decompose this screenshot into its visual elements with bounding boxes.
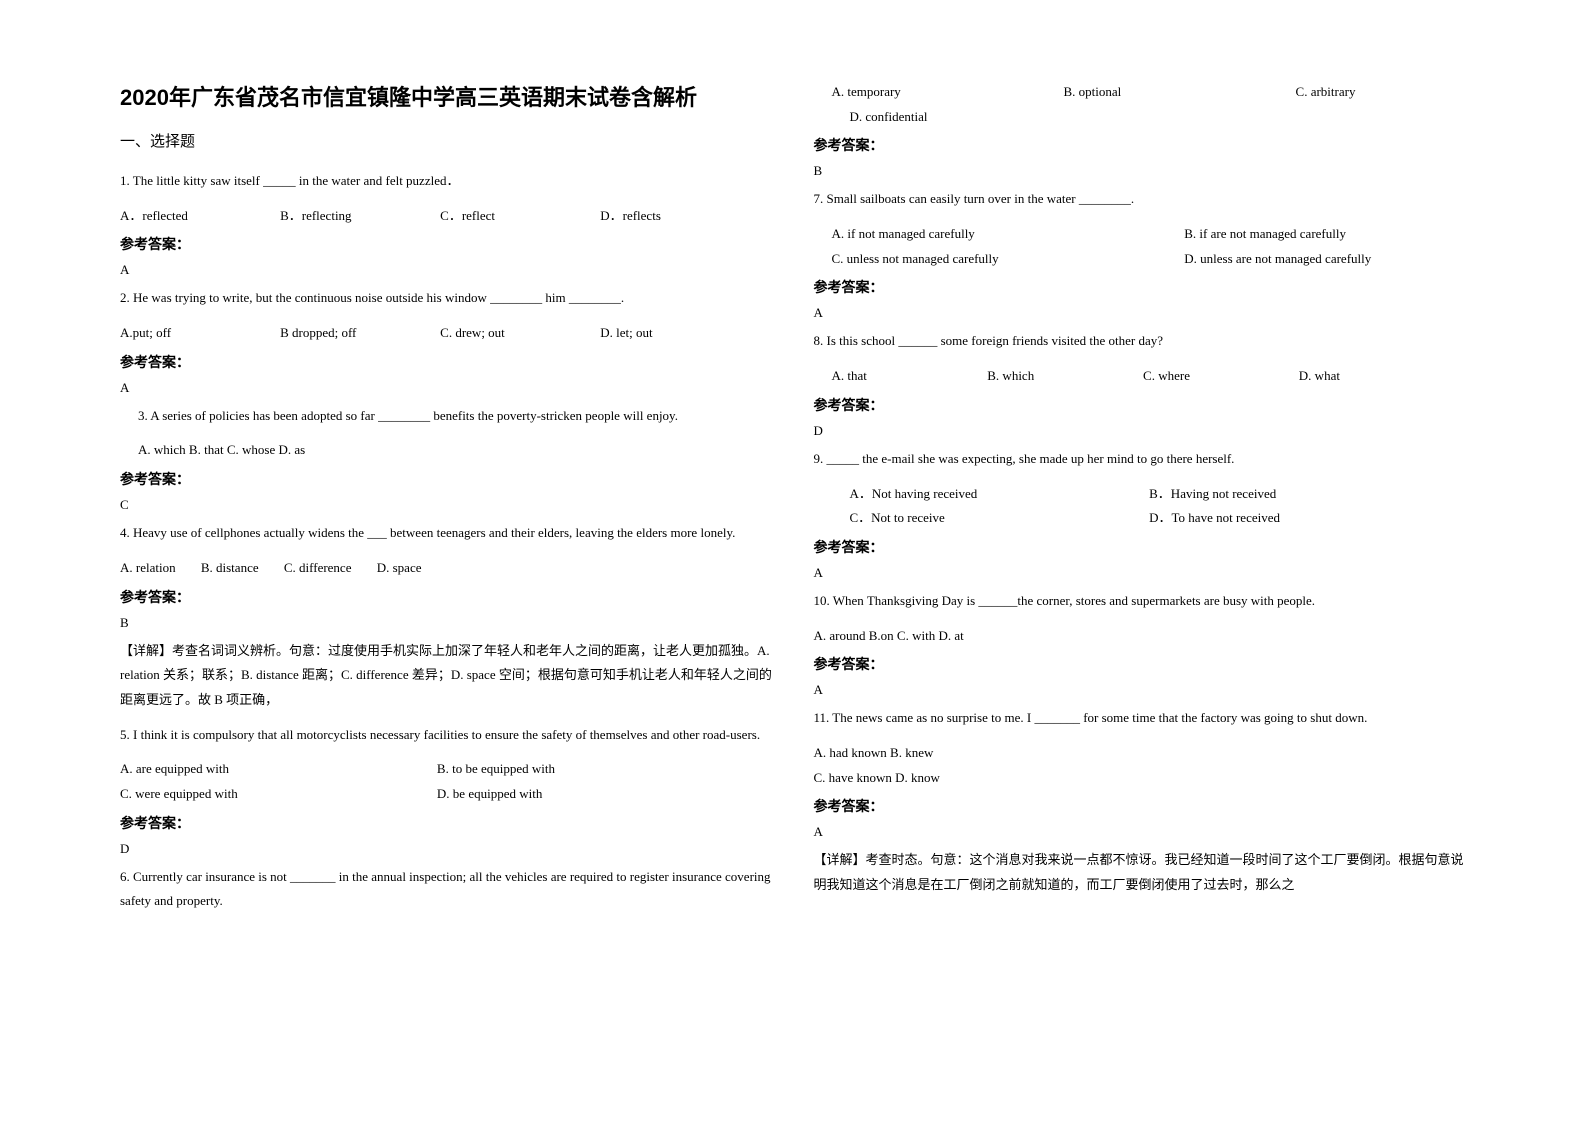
q2-stem: 2. He was trying to write, but the conti… xyxy=(120,286,774,311)
q5-opt-d: D. be equipped with xyxy=(437,782,751,807)
q10-stem: 10. When Thanksgiving Day is ______the c… xyxy=(814,589,1468,614)
q3-options: A. which B. that C. whose D. as xyxy=(120,438,774,463)
q8-options: A. that B. which C. where D. what xyxy=(814,364,1468,389)
left-column: 2020年广东省茂名市信宜镇隆中学高三英语期末试卷含解析 一、选择题 1. Th… xyxy=(100,80,794,1082)
q7-opt-d: D. unless are not managed carefully xyxy=(1184,247,1371,272)
q10-answer-label: 参考答案： xyxy=(814,654,1468,674)
q4-stem: 4. Heavy use of cellphones actually wide… xyxy=(120,521,774,546)
q9-options: A．Not having received B．Having not recei… xyxy=(814,482,1468,531)
q5-answer: D xyxy=(120,841,774,857)
q3-answer: C xyxy=(120,497,774,513)
q2-opt-b: B dropped; off xyxy=(280,321,437,346)
q6-opt-c: C. arbitrary xyxy=(1296,80,1356,105)
q10-answer: A xyxy=(814,682,1468,698)
q4-opt-c: C. difference xyxy=(284,556,352,581)
q6-stem-text: 6. Currently car insurance is not ______… xyxy=(120,869,771,909)
q5-opt-b: B. to be equipped with xyxy=(437,757,751,782)
q7-opt-b: B. if are not managed carefully xyxy=(1184,222,1346,247)
q1-stem: 1. The little kitty saw itself _____ in … xyxy=(120,169,774,194)
q5-stem: 5. I think it is compulsory that all mot… xyxy=(120,723,774,748)
q7-answer: A xyxy=(814,305,1468,321)
q3-stem: 3. A series of policies has been adopted… xyxy=(120,404,774,429)
q7-opt-c: C. unless not managed carefully xyxy=(832,247,1182,272)
q2-answer: A xyxy=(120,380,774,396)
q7-stem: 7. Small sailboats can easily turn over … xyxy=(814,187,1468,212)
q11-answer: A xyxy=(814,824,1468,840)
q6-answer-label: 参考答案： xyxy=(814,135,1468,155)
q1-answer-label: 参考答案： xyxy=(120,234,774,254)
q9-opt-b: B．Having not received xyxy=(1149,482,1276,507)
q4-explain: 【详解】考查名词词义辨析。句意：过度使用手机实际上加深了年轻人和老年人之间的距离… xyxy=(120,639,774,713)
q4-options: A. relation B. distance C. difference D.… xyxy=(120,556,774,581)
q4-opt-a: A. relation xyxy=(120,556,176,581)
q1-opt-b: B．reflecting xyxy=(280,204,437,229)
q10-options: A. around B.on C. with D. at xyxy=(814,624,1468,649)
q5-options: A. are equipped with B. to be equipped w… xyxy=(120,757,774,806)
q2-answer-label: 参考答案： xyxy=(120,352,774,372)
q6-opt-d: D. confidential xyxy=(832,105,928,130)
q9-answer-label: 参考答案： xyxy=(814,537,1468,557)
q9-answer: A xyxy=(814,565,1468,581)
q7-options: A. if not managed carefully B. if are no… xyxy=(814,222,1468,271)
q4-answer-label: 参考答案： xyxy=(120,587,774,607)
q4-opt-b: B. distance xyxy=(201,556,259,581)
q2-opt-a: A.put; off xyxy=(120,321,277,346)
q2-opt-c: C. drew; out xyxy=(440,321,597,346)
q8-stem: 8. Is this school ______ some foreign fr… xyxy=(814,329,1468,354)
q5-opt-a: A. are equipped with xyxy=(120,757,434,782)
q8-opt-d: D. what xyxy=(1299,364,1452,389)
q2-opt-d: D. let; out xyxy=(600,321,757,346)
q1-options: A．reflected B．reflecting C．reflect D．ref… xyxy=(120,204,774,229)
q8-answer-label: 参考答案： xyxy=(814,395,1468,415)
q5-answer-label: 参考答案： xyxy=(120,813,774,833)
q11-stem: 11. The news came as no surprise to me. … xyxy=(814,706,1468,731)
q1-opt-c: C．reflect xyxy=(440,204,597,229)
q4-answer: B xyxy=(120,615,774,631)
q5-opt-c: C. were equipped with xyxy=(120,782,434,807)
q6-opt-b: B. optional xyxy=(1064,80,1293,105)
q1-opt-a: A．reflected xyxy=(120,204,277,229)
q4-opt-d: D. space xyxy=(377,556,422,581)
q2-options: A.put; off B dropped; off C. drew; out D… xyxy=(120,321,774,346)
q7-answer-label: 参考答案： xyxy=(814,277,1468,297)
q6-answer: B xyxy=(814,163,1468,179)
q8-opt-c: C. where xyxy=(1143,364,1296,389)
section-heading: 一、选择题 xyxy=(120,130,774,151)
q11-options-1: A. had known B. knew xyxy=(814,741,1468,766)
q11-explain: 【详解】考查时态。句意：这个消息对我来说一点都不惊讶。我已经知道一段时间了这个工… xyxy=(814,848,1468,897)
q11-answer-label: 参考答案： xyxy=(814,796,1468,816)
q3-answer-label: 参考答案： xyxy=(120,469,774,489)
q6-stem: 6. Currently car insurance is not ______… xyxy=(120,865,774,914)
q9-opt-c: C．Not to receive xyxy=(850,506,1146,531)
q9-opt-a: A．Not having received xyxy=(850,482,1146,507)
q7-opt-a: A. if not managed carefully xyxy=(832,222,1182,247)
q8-opt-b: B. which xyxy=(987,364,1140,389)
q9-opt-d: D．To have not received xyxy=(1149,506,1280,531)
q1-answer: A xyxy=(120,262,774,278)
q6-options: A. temporary B. optional C. arbitrary D.… xyxy=(814,80,1468,129)
q11-options-2: C. have known D. know xyxy=(814,766,1468,791)
right-column: A. temporary B. optional C. arbitrary D.… xyxy=(794,80,1488,1082)
q8-opt-a: A. that xyxy=(832,364,985,389)
q6-opt-a: A. temporary xyxy=(832,80,1061,105)
q9-stem: 9. _____ the e-mail she was expecting, s… xyxy=(814,447,1468,472)
q8-answer: D xyxy=(814,423,1468,439)
q1-opt-d: D．reflects xyxy=(600,204,757,229)
page-title: 2020年广东省茂名市信宜镇隆中学高三英语期末试卷含解析 xyxy=(120,80,774,112)
